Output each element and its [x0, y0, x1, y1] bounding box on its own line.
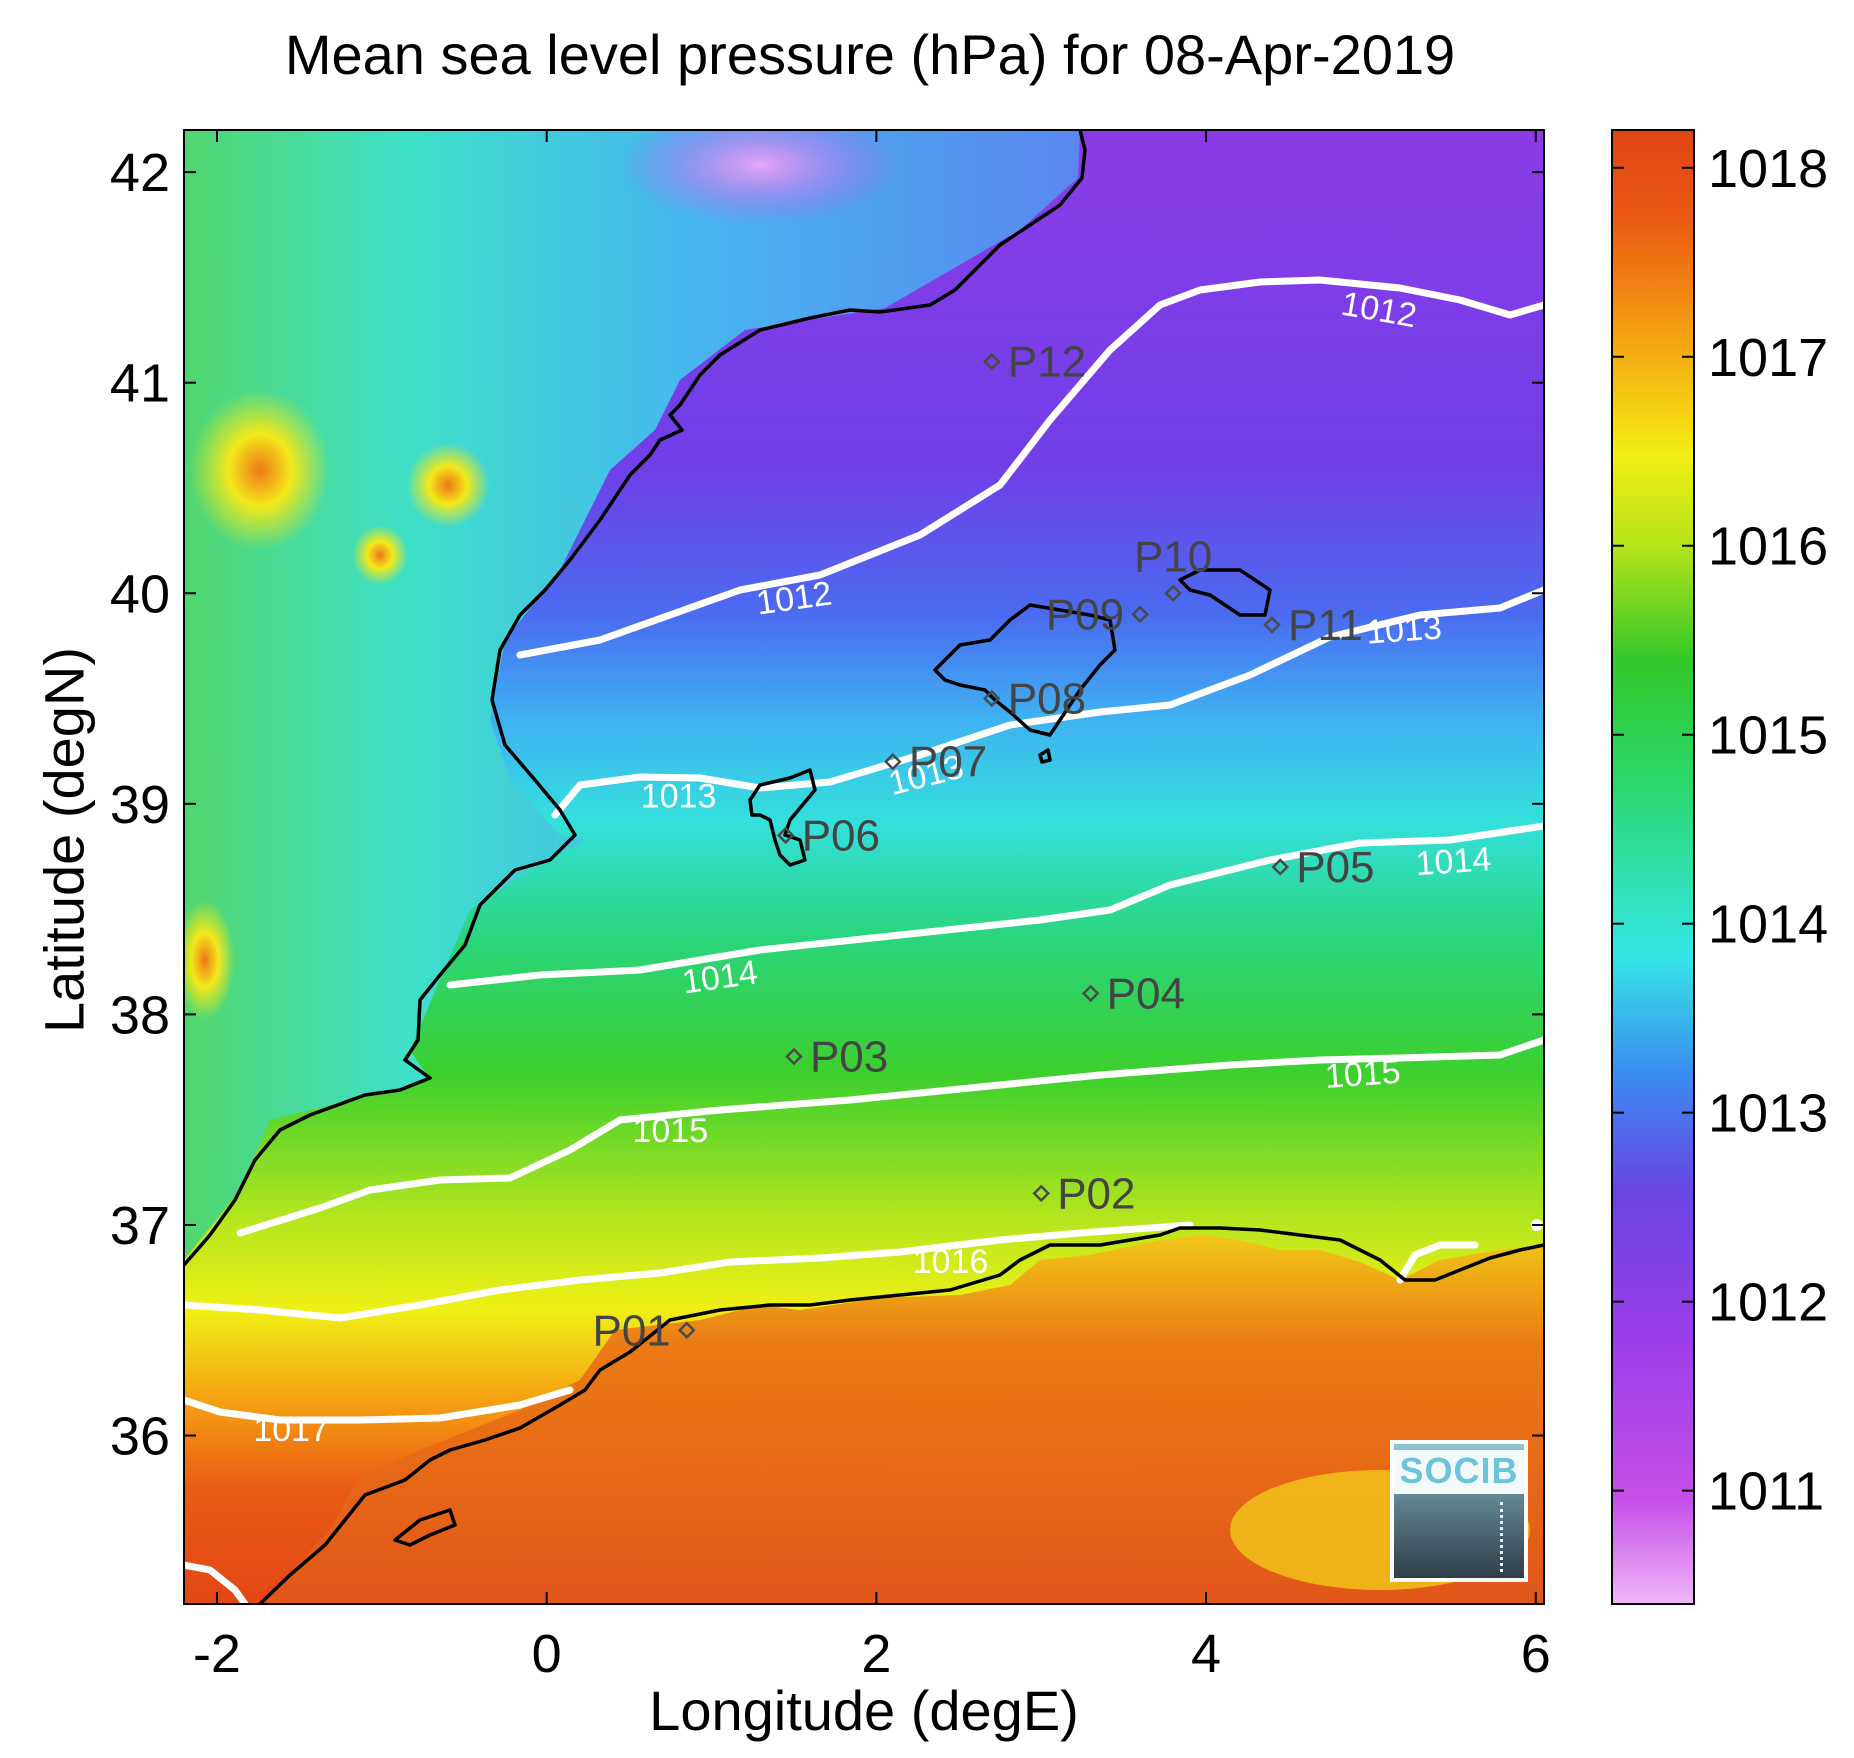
y-tick-label: 36	[110, 1407, 170, 1467]
isobar-label: 1015	[1324, 1053, 1402, 1096]
colorbar	[1611, 129, 1695, 1605]
y-tick-label: 40	[110, 564, 170, 624]
station-marker	[884, 752, 902, 771]
hotspot-1	[190, 390, 330, 550]
y-tick-label: 41	[110, 354, 170, 414]
colorbar-tick-label: 1018	[1708, 139, 1828, 199]
map-field	[184, 130, 1544, 1604]
isobar-1014-line	[446, 822, 1544, 989]
station-marker	[1032, 1184, 1050, 1203]
station-marker	[678, 1321, 696, 1340]
station-marker	[785, 1047, 803, 1066]
iberia-land	[184, 130, 1080, 1260]
station-label: P07	[909, 738, 987, 787]
colorbar-tick-label: 1011	[1708, 1462, 1824, 1522]
x-tick-label: 4	[1191, 1624, 1221, 1684]
y-axis-label: Latitude (degN)	[32, 646, 96, 1034]
isobar-label: 1017	[253, 1411, 329, 1449]
socib-logo: SOCIB	[1390, 1440, 1528, 1582]
isobar-1013-line	[551, 586, 1544, 819]
x-tick-label: 2	[861, 1624, 891, 1684]
colorbar-tick-label: 1014	[1708, 895, 1828, 955]
ibiza-coast	[748, 768, 817, 867]
purple-mountain	[620, 130, 900, 225]
figure-title: Mean sea level pressure (hPa) for 08-Apr…	[284, 23, 1456, 86]
y-tick-label: 38	[110, 985, 170, 1045]
cabrera-coast	[1038, 748, 1052, 764]
alboran-coast	[393, 1508, 457, 1547]
station-label: P05	[1296, 843, 1374, 892]
station-label: P01	[592, 1306, 670, 1355]
station-label: P12	[1008, 338, 1086, 387]
hotspot-2	[406, 443, 490, 527]
isobar-label: 1016	[913, 1243, 989, 1281]
y-axis: 36 37 38 39 40 41 42	[110, 143, 1544, 1467]
isobar-1015-line	[236, 1036, 1544, 1237]
station-marker	[1164, 584, 1182, 603]
isobar-corner-line	[184, 1561, 249, 1604]
y-tick-label: 39	[110, 775, 170, 835]
iberia-coast	[184, 130, 1087, 1267]
hotspot-3	[352, 525, 408, 585]
africa-coast	[258, 1226, 1544, 1604]
station-label: P04	[1107, 969, 1185, 1018]
station-marker	[1271, 858, 1290, 876]
isobar-label: 1015	[632, 1112, 708, 1150]
station-label: P02	[1057, 1169, 1135, 1218]
station-label: P09	[1046, 590, 1124, 639]
plot-frame	[183, 129, 1545, 1605]
station-marker	[982, 689, 1001, 708]
x-tick-label: 0	[532, 1624, 562, 1684]
logo-text: SOCIB	[1394, 1450, 1524, 1494]
station-label: P11	[1288, 601, 1363, 650]
y-tick-label: 42	[110, 143, 170, 203]
colorbar-ticks: 1011 1012 1013 1014 1015 1016 1017 1018	[1612, 139, 1828, 1522]
y-tick-label: 37	[110, 1196, 170, 1256]
station-marker	[982, 352, 1001, 371]
isobar-1016-line	[184, 1221, 1194, 1322]
colorbar-tick-label: 1012	[1708, 1273, 1828, 1333]
isobar-lines	[184, 276, 1544, 1604]
isobar-1012-line	[516, 276, 1544, 659]
hotspot-4	[184, 900, 235, 1020]
station-label: P03	[810, 1033, 888, 1082]
africa-land	[184, 1235, 1544, 1604]
coastlines	[184, 130, 1544, 1604]
station-label: P10	[1134, 532, 1212, 581]
station-marker	[1131, 605, 1149, 624]
colorbar-tick-label: 1016	[1708, 517, 1828, 577]
station-marker	[776, 826, 795, 845]
colorbar-tick-label: 1015	[1708, 706, 1828, 766]
x-tick-label: -2	[193, 1624, 241, 1684]
isobar-label: 1013	[641, 777, 717, 815]
menorca-coast	[1178, 568, 1272, 617]
isobar-1017-line	[184, 1386, 574, 1424]
station-marker	[1081, 984, 1100, 1003]
colorbar-tick-label: 1013	[1708, 1084, 1828, 1144]
isobar-1016b-line	[1396, 1241, 1479, 1284]
x-axis: -2 0 2 4 6	[193, 130, 1551, 1684]
colorbar-tick-label: 1017	[1708, 328, 1828, 388]
station-label: P08	[1008, 675, 1086, 724]
station-label: P06	[802, 811, 880, 860]
mallorca-coast	[933, 603, 1117, 737]
x-axis-label: Longitude (degE)	[649, 1679, 1079, 1742]
station-marker	[1263, 616, 1281, 634]
x-tick-label: 6	[1521, 1624, 1551, 1684]
logo-wave-marker	[1500, 1502, 1506, 1572]
isobar-label: 1013	[1365, 608, 1443, 651]
isobar-label: 1014	[1414, 840, 1492, 883]
